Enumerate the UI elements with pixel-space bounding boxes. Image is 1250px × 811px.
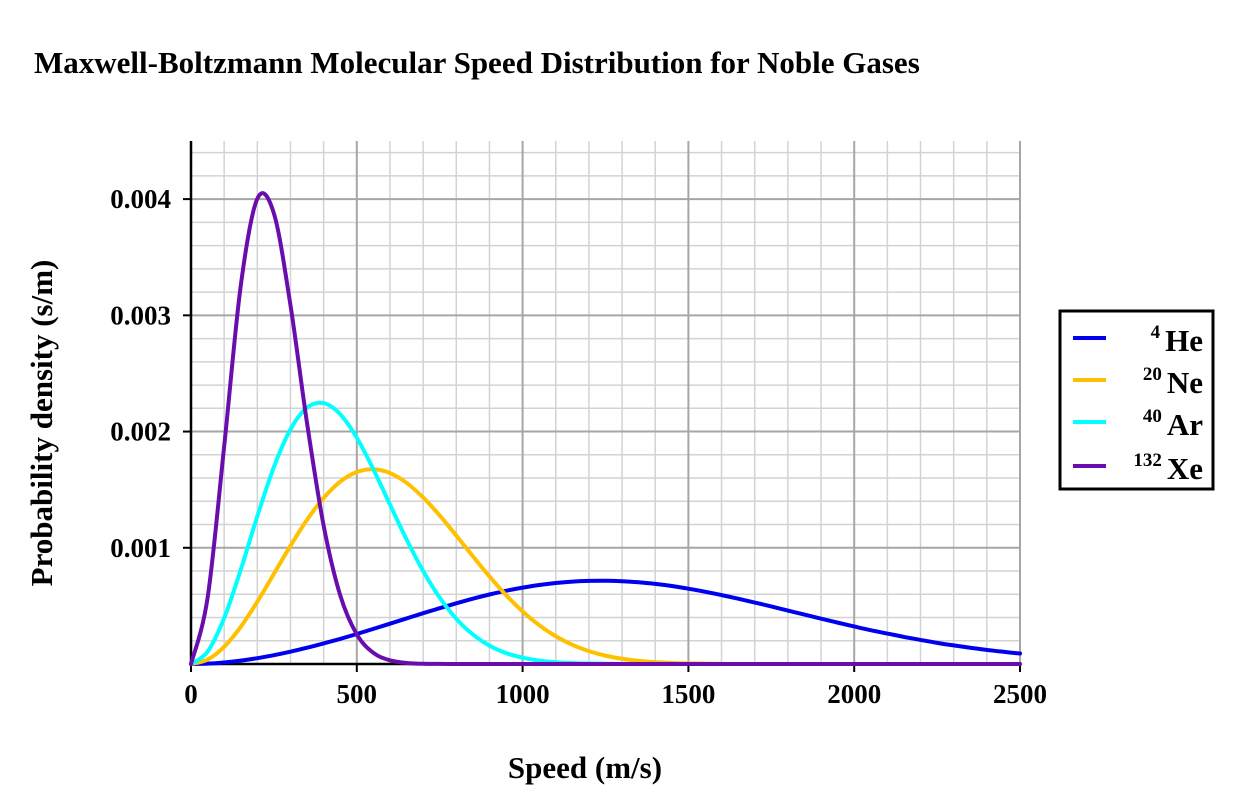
legend-element-ne: Ne bbox=[1167, 365, 1203, 400]
x-axis-label: Speed (m/s) bbox=[508, 750, 662, 785]
y-tick-label: 0.002 bbox=[110, 417, 171, 447]
legend-element-he: He bbox=[1165, 323, 1203, 358]
y-axis-label: Probability density (s/m) bbox=[24, 260, 59, 587]
chart-title: Maxwell-Boltzmann Molecular Speed Distri… bbox=[34, 45, 920, 80]
legend-box bbox=[1058, 309, 1215, 491]
legend-isotope-xe: 132 bbox=[1133, 450, 1162, 471]
series-line-he bbox=[189, 578, 1022, 666]
x-tick-label: 1000 bbox=[496, 679, 550, 709]
series-layer bbox=[189, 191, 1022, 667]
x-tick-label: 500 bbox=[337, 679, 378, 709]
legend-isotope-he: 4 bbox=[1151, 322, 1161, 343]
grid-layer bbox=[191, 141, 1020, 664]
y-tick-label: 0.003 bbox=[110, 300, 171, 330]
legend-label-ar: 40 Ar bbox=[1143, 406, 1203, 442]
legend-isotope-ne: 20 bbox=[1143, 364, 1162, 385]
series-line-xe bbox=[189, 191, 1022, 667]
legend-element-ar: Ar bbox=[1167, 407, 1203, 442]
x-tick-labels: 0 500 1000 1500 2000 2500 bbox=[184, 679, 1047, 709]
legend-label-he: 4 He bbox=[1151, 322, 1203, 358]
x-tick-label: 0 bbox=[184, 679, 198, 709]
legend-label-ne: 20 Ne bbox=[1143, 364, 1203, 400]
legend-label-xe: 132 Xe bbox=[1133, 450, 1203, 486]
y-tick-label: 0.004 bbox=[110, 184, 171, 214]
legend-element-xe: Xe bbox=[1167, 451, 1203, 486]
x-tick-label: 2000 bbox=[827, 679, 881, 709]
x-tick-label: 2500 bbox=[993, 679, 1047, 709]
series-line-ar bbox=[189, 400, 1022, 667]
x-tick-label: 1500 bbox=[661, 679, 715, 709]
legend-isotope-ar: 40 bbox=[1143, 406, 1162, 427]
y-tick-labels: 0.001 0.002 0.003 0.004 bbox=[110, 184, 171, 563]
y-tick-label: 0.001 bbox=[110, 533, 171, 563]
